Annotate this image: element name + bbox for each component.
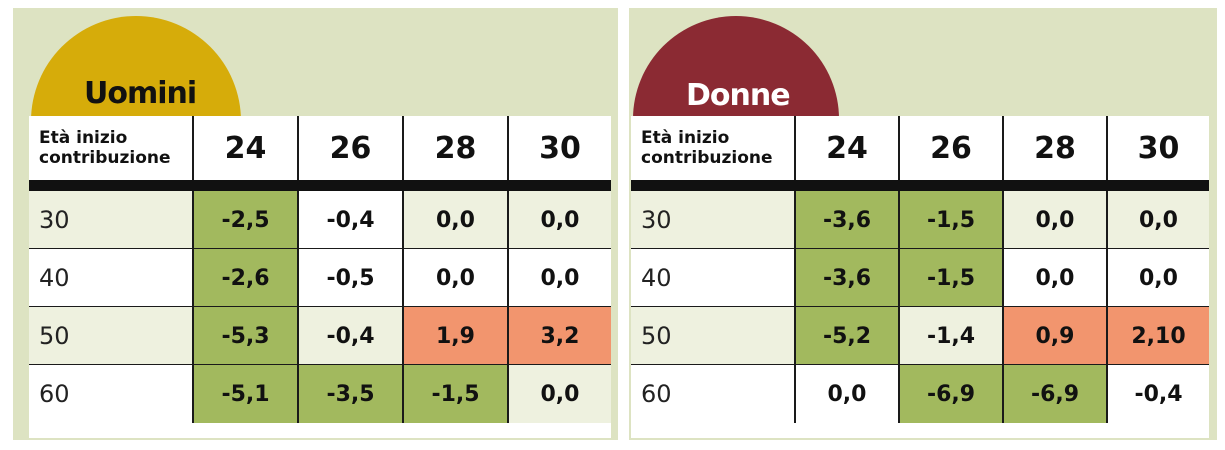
- men-panel: Uomini Età inizio contribuzione 24 26 28 …: [13, 8, 618, 440]
- value-cell: 0,0: [402, 249, 507, 307]
- women-col-30: 30: [1106, 116, 1209, 180]
- value-cell: -1,4: [898, 307, 1002, 365]
- value-cell: 0,0: [1002, 249, 1106, 307]
- value-cell: 0,9: [1002, 307, 1106, 365]
- women-row-60: 60 0,0 -6,9 -6,9 -0,4: [631, 365, 1209, 423]
- value-cell: 0,0: [507, 365, 611, 423]
- value-cell: -2,6: [192, 249, 297, 307]
- women-col-28: 28: [1002, 116, 1106, 180]
- value-cell: -6,9: [1002, 365, 1106, 423]
- men-row-60: 60 -5,1 -3,5 -1,5 0,0: [29, 365, 611, 423]
- row-label: 30: [39, 206, 70, 234]
- row-label: 60: [39, 380, 70, 408]
- value-cell: -0,4: [1106, 365, 1209, 423]
- men-title: Uomini: [84, 76, 197, 111]
- women-col-26: 26: [898, 116, 1002, 180]
- header-divider: [631, 180, 1209, 191]
- value-cell: -3,6: [794, 249, 898, 307]
- men-row-50: 50 -5,3 -0,4 1,9 3,2: [29, 307, 611, 365]
- value-cell: -3,5: [297, 365, 402, 423]
- women-panel: Donne Età inizio contribuzione 24 26 28 3…: [629, 8, 1217, 440]
- women-table-header: Età inizio contribuzione 24 26 28 30: [631, 116, 1209, 180]
- women-row-header: Età inizio contribuzione: [641, 128, 773, 168]
- value-cell: -5,1: [192, 365, 297, 423]
- men-row-40: 40 -2,6 -0,5 0,0 0,0: [29, 249, 611, 307]
- men-row-30: 30 -2,5 -0,4 0,0 0,0: [29, 191, 611, 249]
- row-label: 50: [39, 322, 70, 350]
- header-divider: [29, 180, 611, 191]
- value-cell: -6,9: [898, 365, 1002, 423]
- value-cell: 0,0: [1002, 191, 1106, 249]
- value-cell: 1,9: [402, 307, 507, 365]
- value-cell: 0,0: [402, 191, 507, 249]
- value-cell: 3,2: [507, 307, 611, 365]
- row-label: 50: [641, 322, 672, 350]
- women-col-24: 24: [794, 116, 898, 180]
- women-row-30: 30 -3,6 -1,5 0,0 0,0: [631, 191, 1209, 249]
- value-cell: 0,0: [507, 191, 611, 249]
- men-col-28: 28: [402, 116, 507, 180]
- men-col-24: 24: [192, 116, 297, 180]
- women-table: Età inizio contribuzione 24 26 28 30 30 -3…: [631, 116, 1209, 438]
- value-cell: -2,5: [192, 191, 297, 249]
- women-row-40: 40 -3,6 -1,5 0,0 0,0: [631, 249, 1209, 307]
- value-cell: -1,5: [898, 249, 1002, 307]
- value-cell: 2,10: [1106, 307, 1209, 365]
- value-cell: -1,5: [898, 191, 1002, 249]
- women-title: Donne: [686, 78, 791, 113]
- row-label: 40: [641, 264, 672, 292]
- value-cell: -0,5: [297, 249, 402, 307]
- row-label: 40: [39, 264, 70, 292]
- value-cell: -1,5: [402, 365, 507, 423]
- men-table: Età inizio contribuzione 24 26 28 30 30 -2…: [29, 116, 611, 438]
- men-col-30: 30: [507, 116, 611, 180]
- men-row-header: Età inizio contribuzione: [39, 128, 171, 168]
- value-cell: 0,0: [794, 365, 898, 423]
- value-cell: -5,2: [794, 307, 898, 365]
- men-col-26: 26: [297, 116, 402, 180]
- value-cell: 0,0: [1106, 249, 1209, 307]
- value-cell: -0,4: [297, 307, 402, 365]
- value-cell: 0,0: [1106, 191, 1209, 249]
- men-table-header: Età inizio contribuzione 24 26 28 30: [29, 116, 611, 180]
- value-cell: -3,6: [794, 191, 898, 249]
- value-cell: 0,0: [507, 249, 611, 307]
- value-cell: -5,3: [192, 307, 297, 365]
- row-label: 30: [641, 206, 672, 234]
- row-label: 60: [641, 380, 672, 408]
- women-row-50: 50 -5,2 -1,4 0,9 2,10: [631, 307, 1209, 365]
- value-cell: -0,4: [297, 191, 402, 249]
